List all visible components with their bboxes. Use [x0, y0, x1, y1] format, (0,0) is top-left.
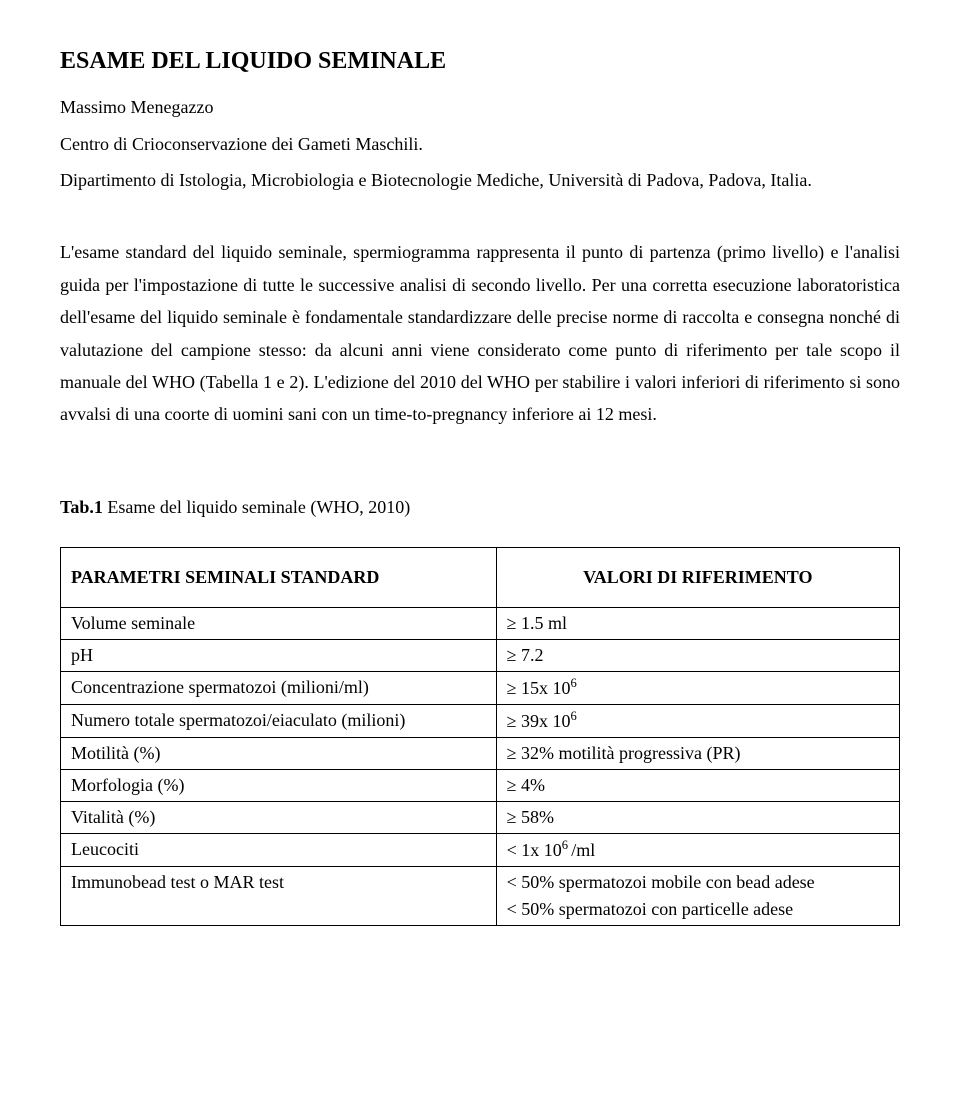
affiliation-line-1: Centro di Crioconservazione dei Gameti M…	[60, 128, 900, 160]
value-cell: ≥ 4%	[496, 770, 899, 802]
table-row: pH≥ 7.2	[61, 640, 900, 672]
table-row: Vitalità (%)≥ 58%	[61, 802, 900, 834]
table-row: Leucociti< 1x 106 /ml	[61, 834, 900, 867]
body-paragraph: L'esame standard del liquido seminale, s…	[60, 236, 900, 430]
superscript: 6	[562, 838, 571, 852]
document-author: Massimo Menegazzo	[60, 91, 900, 123]
param-cell: Vitalità (%)	[61, 802, 497, 834]
table-header-right: VALORI DI RIFERIMENTO	[496, 548, 899, 608]
param-cell: Concentrazione spermatozoi (milioni/ml)	[61, 672, 497, 705]
table-row: Numero totale spermatozoi/eiaculato (mil…	[61, 705, 900, 738]
value-cell: ≥ 58%	[496, 802, 899, 834]
table-header-left: PARAMETRI SEMINALI STANDARD	[61, 548, 497, 608]
table-row: Morfologia (%)≥ 4%	[61, 770, 900, 802]
value-cell: ≥ 1.5 ml	[496, 608, 899, 640]
param-cell: pH	[61, 640, 497, 672]
param-cell: Leucociti	[61, 834, 497, 867]
table-caption: Tab.1 Esame del liquido seminale (WHO, 2…	[60, 491, 900, 523]
table-row: Motilità (%)≥ 32% motilità progressiva (…	[61, 738, 900, 770]
param-cell: Immunobead test o MAR test	[61, 867, 497, 926]
value-cell: ≥ 15x 106	[496, 672, 899, 705]
affiliation-line-2: Dipartimento di Istologia, Microbiologia…	[60, 164, 900, 196]
param-cell: Volume seminale	[61, 608, 497, 640]
value-cell: < 1x 106 /ml	[496, 834, 899, 867]
param-cell: Motilità (%)	[61, 738, 497, 770]
param-cell: Numero totale spermatozoi/eiaculato (mil…	[61, 705, 497, 738]
document-title: ESAME DEL LIQUIDO SEMINALE	[60, 40, 900, 83]
value-cell: < 50% spermatozoi mobile con bead adese<…	[496, 867, 899, 926]
value-cell: ≥ 7.2	[496, 640, 899, 672]
param-cell: Morfologia (%)	[61, 770, 497, 802]
table-caption-text: Esame del liquido seminale (WHO, 2010)	[103, 497, 410, 517]
table-caption-label: Tab.1	[60, 497, 103, 517]
table-row: Concentrazione spermatozoi (milioni/ml)≥…	[61, 672, 900, 705]
parameters-table: PARAMETRI SEMINALI STANDARD VALORI DI RI…	[60, 547, 900, 926]
table-row: Volume seminale≥ 1.5 ml	[61, 608, 900, 640]
table-row: Immunobead test o MAR test< 50% spermato…	[61, 867, 900, 926]
superscript: 6	[571, 676, 577, 690]
value-cell: ≥ 32% motilità progressiva (PR)	[496, 738, 899, 770]
table-header-row: PARAMETRI SEMINALI STANDARD VALORI DI RI…	[61, 548, 900, 608]
value-cell: ≥ 39x 106	[496, 705, 899, 738]
superscript: 6	[571, 709, 577, 723]
